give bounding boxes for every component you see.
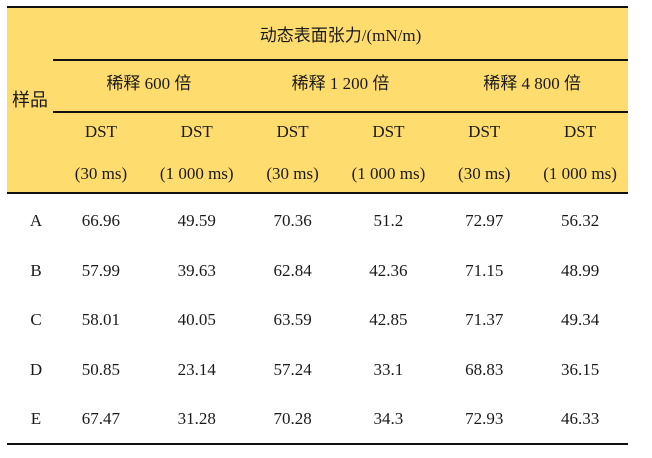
table-cell: 31.28 — [177, 409, 216, 428]
table-cell: 57.99 — [81, 260, 121, 280]
group-header: 稀释 1 200 倍 — [291, 74, 390, 93]
column-header: DST — [180, 122, 213, 141]
table-cell: 49.59 — [177, 211, 216, 230]
table-cell: 23.14 — [177, 359, 216, 379]
header-rule — [53, 111, 628, 113]
column-header-unit: (1 000 ms) — [351, 164, 426, 183]
row-label: D — [29, 359, 43, 379]
table-cell: 42.85 — [369, 310, 408, 329]
table-cell: 72.97 — [465, 211, 504, 230]
table-cell: 72.93 — [465, 409, 504, 428]
table-cell: 63.59 — [273, 310, 312, 329]
table-cell: 33.1 — [373, 359, 404, 379]
table-cell: 51.2 — [373, 211, 404, 230]
column-header-unit: (30 ms) — [458, 164, 511, 183]
table-cell: 57.24 — [273, 359, 312, 379]
table-cell: 49.34 — [560, 310, 600, 329]
table-cell: 40.05 — [177, 310, 216, 329]
table-cell: 46.33 — [560, 409, 600, 428]
row-label: A — [29, 211, 43, 230]
table-cell: 58.01 — [81, 310, 121, 329]
column-header: DST — [84, 122, 117, 141]
table-title: 动态表面张力/(mN/m) — [259, 26, 422, 45]
table-cell: 68.83 — [465, 359, 504, 379]
group-header: 稀释 4 800 倍 — [483, 74, 582, 93]
group-header: 稀释 600 倍 — [106, 74, 192, 93]
table-cell: 50.85 — [81, 359, 121, 379]
table-cell: 39.63 — [177, 260, 216, 280]
table-cell: 71.15 — [465, 260, 504, 280]
header-rule — [53, 59, 628, 61]
table-cell: 71.37 — [465, 310, 504, 329]
column-header: DST — [276, 122, 309, 141]
table-cell: 67.47 — [81, 409, 121, 428]
table-cell: 36.15 — [560, 359, 600, 379]
column-header-unit: (30 ms) — [266, 164, 319, 183]
column-header: DST — [564, 122, 597, 141]
row-label: E — [30, 409, 42, 428]
table-cell: 48.99 — [560, 260, 600, 280]
table-cell: 56.32 — [560, 211, 600, 230]
table-cell: 62.84 — [273, 260, 312, 280]
row-label: C — [30, 310, 42, 329]
table-cell: 42.36 — [369, 260, 408, 280]
table-cell: 66.96 — [81, 211, 121, 230]
column-header-unit: (30 ms) — [74, 164, 128, 183]
table-cell: 34.3 — [373, 409, 404, 428]
column-header: DST — [372, 122, 405, 141]
table-cell: 70.28 — [273, 409, 312, 428]
row-label: B — [30, 260, 42, 280]
column-header-unit: (1 000 ms) — [543, 164, 617, 183]
table-header — [7, 6, 628, 194]
column-header: DST — [468, 122, 501, 141]
table-bottom-rule — [7, 443, 628, 445]
row-header-sample: 样品 — [12, 90, 48, 110]
column-header-unit: (1 000 ms) — [159, 164, 234, 183]
table-cell: 70.36 — [273, 211, 312, 230]
